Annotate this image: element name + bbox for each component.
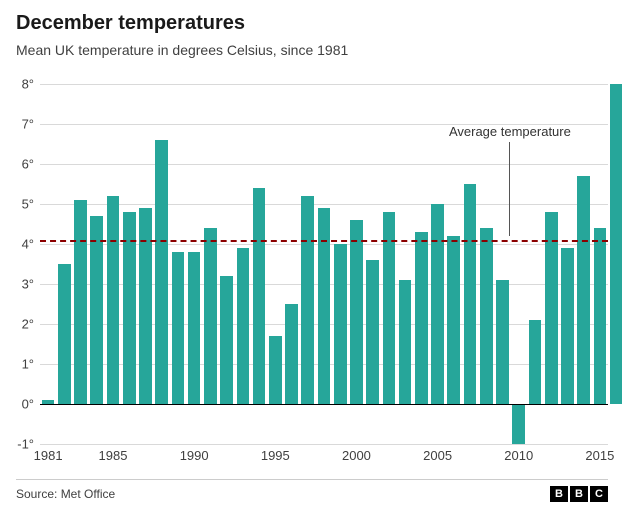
bar — [464, 184, 477, 404]
x-tick-label: 1981 — [34, 444, 63, 463]
y-tick-label: 0° — [22, 397, 40, 412]
x-tick-label: 2010 — [504, 444, 533, 463]
bar — [496, 280, 509, 404]
footer: Source: Met Office B B C — [16, 479, 608, 502]
x-tick-label: 2005 — [423, 444, 452, 463]
x-tick-label: 2015 — [585, 444, 614, 463]
bar — [431, 204, 444, 404]
bar — [415, 232, 428, 404]
y-tick-label: 3° — [22, 277, 40, 292]
bbc-logo-letter: C — [590, 486, 608, 502]
bbc-logo-letter: B — [550, 486, 568, 502]
bar — [253, 188, 266, 404]
y-tick-label: 5° — [22, 197, 40, 212]
bar — [610, 84, 623, 404]
bar — [269, 336, 282, 404]
y-tick-label: 1° — [22, 357, 40, 372]
bar — [172, 252, 185, 404]
chart-subtitle: Mean UK temperature in degrees Celsius, … — [16, 42, 348, 58]
bar — [285, 304, 298, 404]
grid-line — [40, 84, 608, 85]
grid-line — [40, 164, 608, 165]
bar — [577, 176, 590, 404]
y-tick-label: 8° — [22, 77, 40, 92]
bar — [399, 280, 412, 404]
bar — [334, 244, 347, 404]
plot-area: -1°0°1°2°3°4°5°6°7°8°1981198519901995200… — [40, 84, 608, 444]
x-tick-label: 1985 — [99, 444, 128, 463]
source-text: Source: Met Office — [16, 487, 115, 501]
bar — [58, 264, 71, 404]
chart-title: December temperatures — [16, 12, 245, 35]
bar — [90, 216, 103, 404]
bar — [301, 196, 314, 404]
bar — [318, 208, 331, 404]
y-tick-label: 7° — [22, 117, 40, 132]
bar — [107, 196, 120, 404]
y-tick-label: 4° — [22, 237, 40, 252]
y-tick-label: 6° — [22, 157, 40, 172]
bar — [366, 260, 379, 404]
bar — [447, 236, 460, 404]
bar — [139, 208, 152, 404]
bar — [561, 248, 574, 404]
bar — [594, 228, 607, 404]
bar — [350, 220, 363, 404]
x-tick-label: 1990 — [180, 444, 209, 463]
grid-line — [40, 204, 608, 205]
average-line — [40, 240, 608, 242]
bar — [188, 252, 201, 404]
x-tick-label: 2000 — [342, 444, 371, 463]
bar — [74, 200, 87, 404]
bbc-logo: B B C — [550, 486, 608, 502]
bar — [529, 320, 542, 404]
bar — [155, 140, 168, 404]
bar — [204, 228, 217, 404]
y-tick-label: 2° — [22, 317, 40, 332]
bbc-logo-letter: B — [570, 486, 588, 502]
zero-axis — [40, 404, 608, 405]
chart-area: -1°0°1°2°3°4°5°6°7°8°1981198519901995200… — [40, 84, 608, 444]
average-label: Average temperature — [449, 124, 571, 139]
x-tick-label: 1995 — [261, 444, 290, 463]
bar — [480, 228, 493, 404]
bar — [220, 276, 233, 404]
bar — [512, 404, 525, 444]
bar — [237, 248, 250, 404]
average-leader-line — [509, 142, 510, 236]
